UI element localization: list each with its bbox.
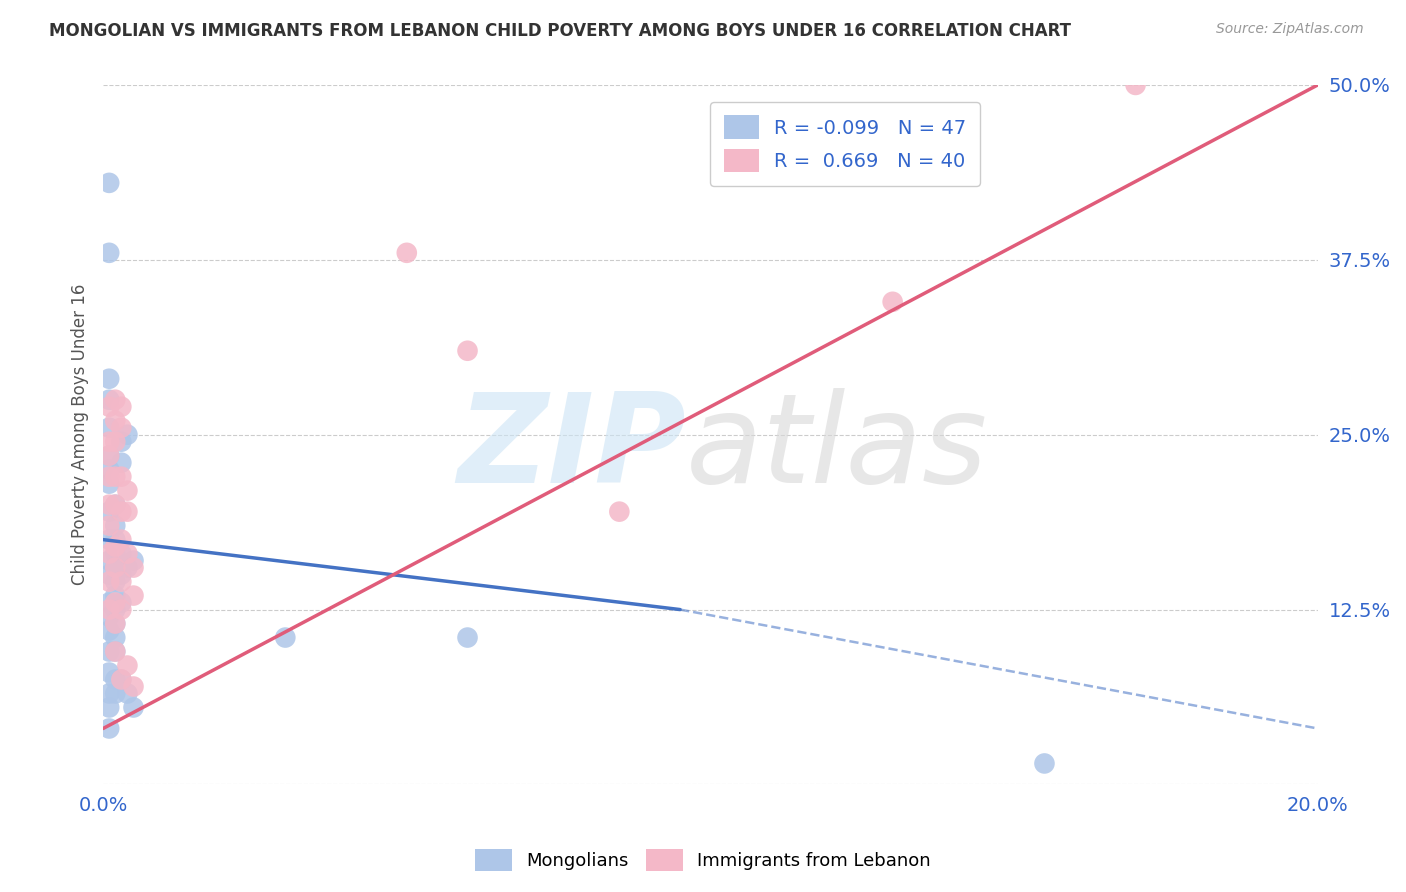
Point bbox=[457, 343, 479, 358]
Point bbox=[98, 64, 121, 78]
Point bbox=[104, 540, 127, 554]
Point bbox=[117, 483, 139, 498]
Point bbox=[98, 420, 121, 434]
Point bbox=[110, 434, 132, 449]
Point bbox=[104, 414, 127, 428]
Point bbox=[98, 498, 121, 512]
Point bbox=[117, 547, 139, 561]
Point bbox=[110, 456, 132, 470]
Point bbox=[98, 686, 121, 700]
Point bbox=[98, 434, 121, 449]
Point bbox=[98, 700, 121, 714]
Point bbox=[110, 673, 132, 687]
Point bbox=[882, 294, 904, 309]
Point bbox=[104, 616, 127, 631]
Point bbox=[104, 533, 127, 547]
Point bbox=[98, 469, 121, 483]
Point bbox=[457, 631, 479, 645]
Point bbox=[110, 505, 132, 519]
Point bbox=[104, 434, 127, 449]
Point bbox=[104, 560, 127, 574]
Point bbox=[110, 567, 132, 582]
Point bbox=[98, 624, 121, 638]
Text: atlas: atlas bbox=[686, 388, 988, 509]
Point bbox=[110, 574, 132, 589]
Point bbox=[110, 400, 132, 414]
Point bbox=[98, 372, 121, 386]
Point bbox=[98, 644, 121, 658]
Point bbox=[122, 589, 145, 603]
Point bbox=[122, 680, 145, 694]
Point bbox=[104, 498, 127, 512]
Point bbox=[104, 574, 127, 589]
Point bbox=[110, 596, 132, 610]
Point bbox=[98, 176, 121, 190]
Point bbox=[117, 427, 139, 442]
Point bbox=[104, 596, 127, 610]
Point bbox=[104, 560, 127, 574]
Point bbox=[98, 567, 121, 582]
Point bbox=[122, 553, 145, 567]
Point bbox=[98, 547, 121, 561]
Point bbox=[98, 392, 121, 407]
Point bbox=[104, 602, 127, 616]
Point bbox=[104, 392, 127, 407]
Point bbox=[98, 505, 121, 519]
Point bbox=[110, 673, 132, 687]
Text: Source: ZipAtlas.com: Source: ZipAtlas.com bbox=[1216, 22, 1364, 37]
Point bbox=[110, 420, 132, 434]
Text: MONGOLIAN VS IMMIGRANTS FROM LEBANON CHILD POVERTY AMONG BOYS UNDER 16 CORRELATI: MONGOLIAN VS IMMIGRANTS FROM LEBANON CHI… bbox=[49, 22, 1071, 40]
Point bbox=[1125, 78, 1147, 92]
Point bbox=[117, 505, 139, 519]
Point bbox=[104, 673, 127, 687]
Point bbox=[104, 518, 127, 533]
Point bbox=[117, 560, 139, 574]
Point bbox=[609, 505, 631, 519]
Text: ZIP: ZIP bbox=[457, 388, 686, 509]
Point bbox=[104, 589, 127, 603]
Point bbox=[98, 476, 121, 491]
Point bbox=[104, 547, 127, 561]
Point bbox=[117, 658, 139, 673]
Point bbox=[98, 609, 121, 624]
Point bbox=[110, 547, 132, 561]
Point bbox=[98, 553, 121, 567]
Point bbox=[98, 463, 121, 477]
Point bbox=[110, 533, 132, 547]
Point bbox=[98, 400, 121, 414]
Point bbox=[1033, 756, 1056, 771]
Point bbox=[98, 449, 121, 463]
Point bbox=[104, 644, 127, 658]
Point bbox=[98, 596, 121, 610]
Point bbox=[274, 631, 297, 645]
Point bbox=[104, 686, 127, 700]
Point bbox=[122, 700, 145, 714]
Point bbox=[98, 449, 121, 463]
Point bbox=[104, 469, 127, 483]
Point bbox=[98, 665, 121, 680]
Point bbox=[98, 722, 121, 736]
Point bbox=[110, 469, 132, 483]
Legend: Mongolians, Immigrants from Lebanon: Mongolians, Immigrants from Lebanon bbox=[468, 842, 938, 879]
Point bbox=[117, 686, 139, 700]
Point bbox=[98, 533, 121, 547]
Point bbox=[104, 616, 127, 631]
Point bbox=[122, 560, 145, 574]
Point bbox=[104, 631, 127, 645]
Legend: R = -0.099   N = 47, R =  0.669   N = 40: R = -0.099 N = 47, R = 0.669 N = 40 bbox=[710, 102, 980, 186]
Point bbox=[104, 644, 127, 658]
Point bbox=[98, 602, 121, 616]
Point bbox=[104, 498, 127, 512]
Point bbox=[98, 518, 121, 533]
Point bbox=[98, 245, 121, 260]
Point bbox=[395, 245, 418, 260]
Point bbox=[110, 602, 132, 616]
Point bbox=[98, 574, 121, 589]
Y-axis label: Child Poverty Among Boys Under 16: Child Poverty Among Boys Under 16 bbox=[72, 284, 89, 585]
